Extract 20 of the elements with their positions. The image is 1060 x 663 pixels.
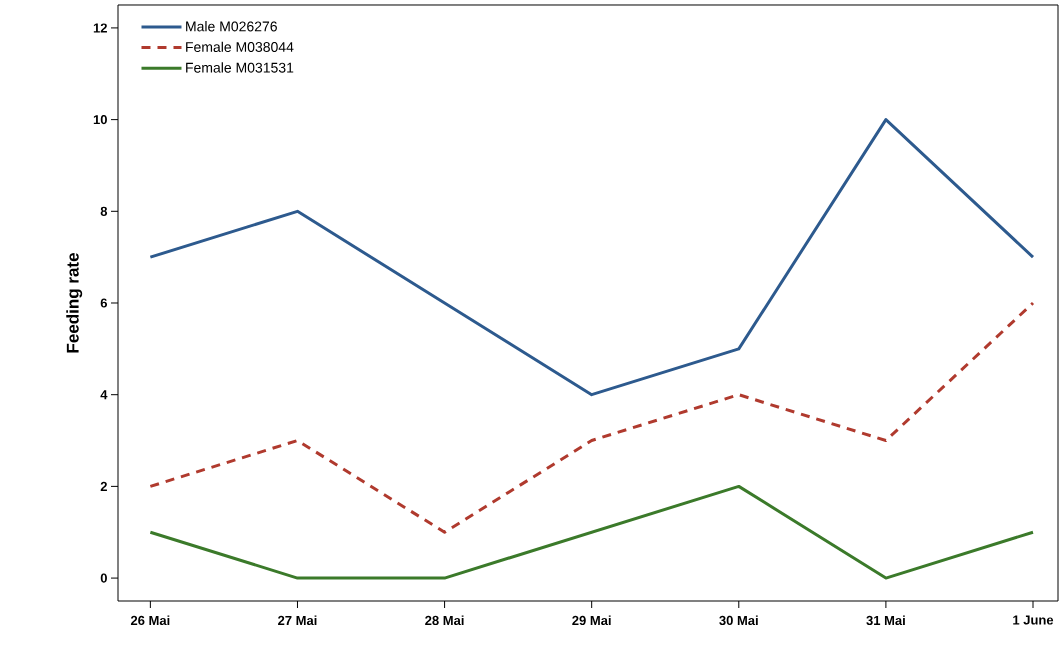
legend-label: Female M038044 [186, 41, 294, 53]
legend-label: Male M026276 [186, 21, 277, 32]
y-axis-title: Feeding rate [66, 253, 83, 353]
x-tick-label: 30 Mai [719, 615, 758, 626]
y-tick-label: 4 [100, 390, 108, 400]
x-tick-label: 28 Mai [425, 615, 464, 626]
legend-label: Female M031531 [186, 62, 294, 73]
y-tick-label: 10 [93, 115, 107, 125]
line-series [148, 118, 1035, 397]
x-tick-label: 29 Mai [572, 615, 611, 626]
y-tick-label: 0 [100, 573, 107, 583]
x-tick-label: 31 Mai [866, 615, 905, 626]
x-tick-label: 1 June [1013, 615, 1054, 625]
x-tick-label: 27 Mai [278, 615, 317, 626]
y-tick-label: 8 [100, 206, 108, 216]
line-series [148, 301, 1035, 534]
y-tick-label: 6 [100, 298, 108, 308]
x-tick-label: 26 Mai [130, 615, 170, 626]
y-tick-label: 2 [100, 481, 107, 491]
y-tick-label: 12 [93, 23, 107, 33]
